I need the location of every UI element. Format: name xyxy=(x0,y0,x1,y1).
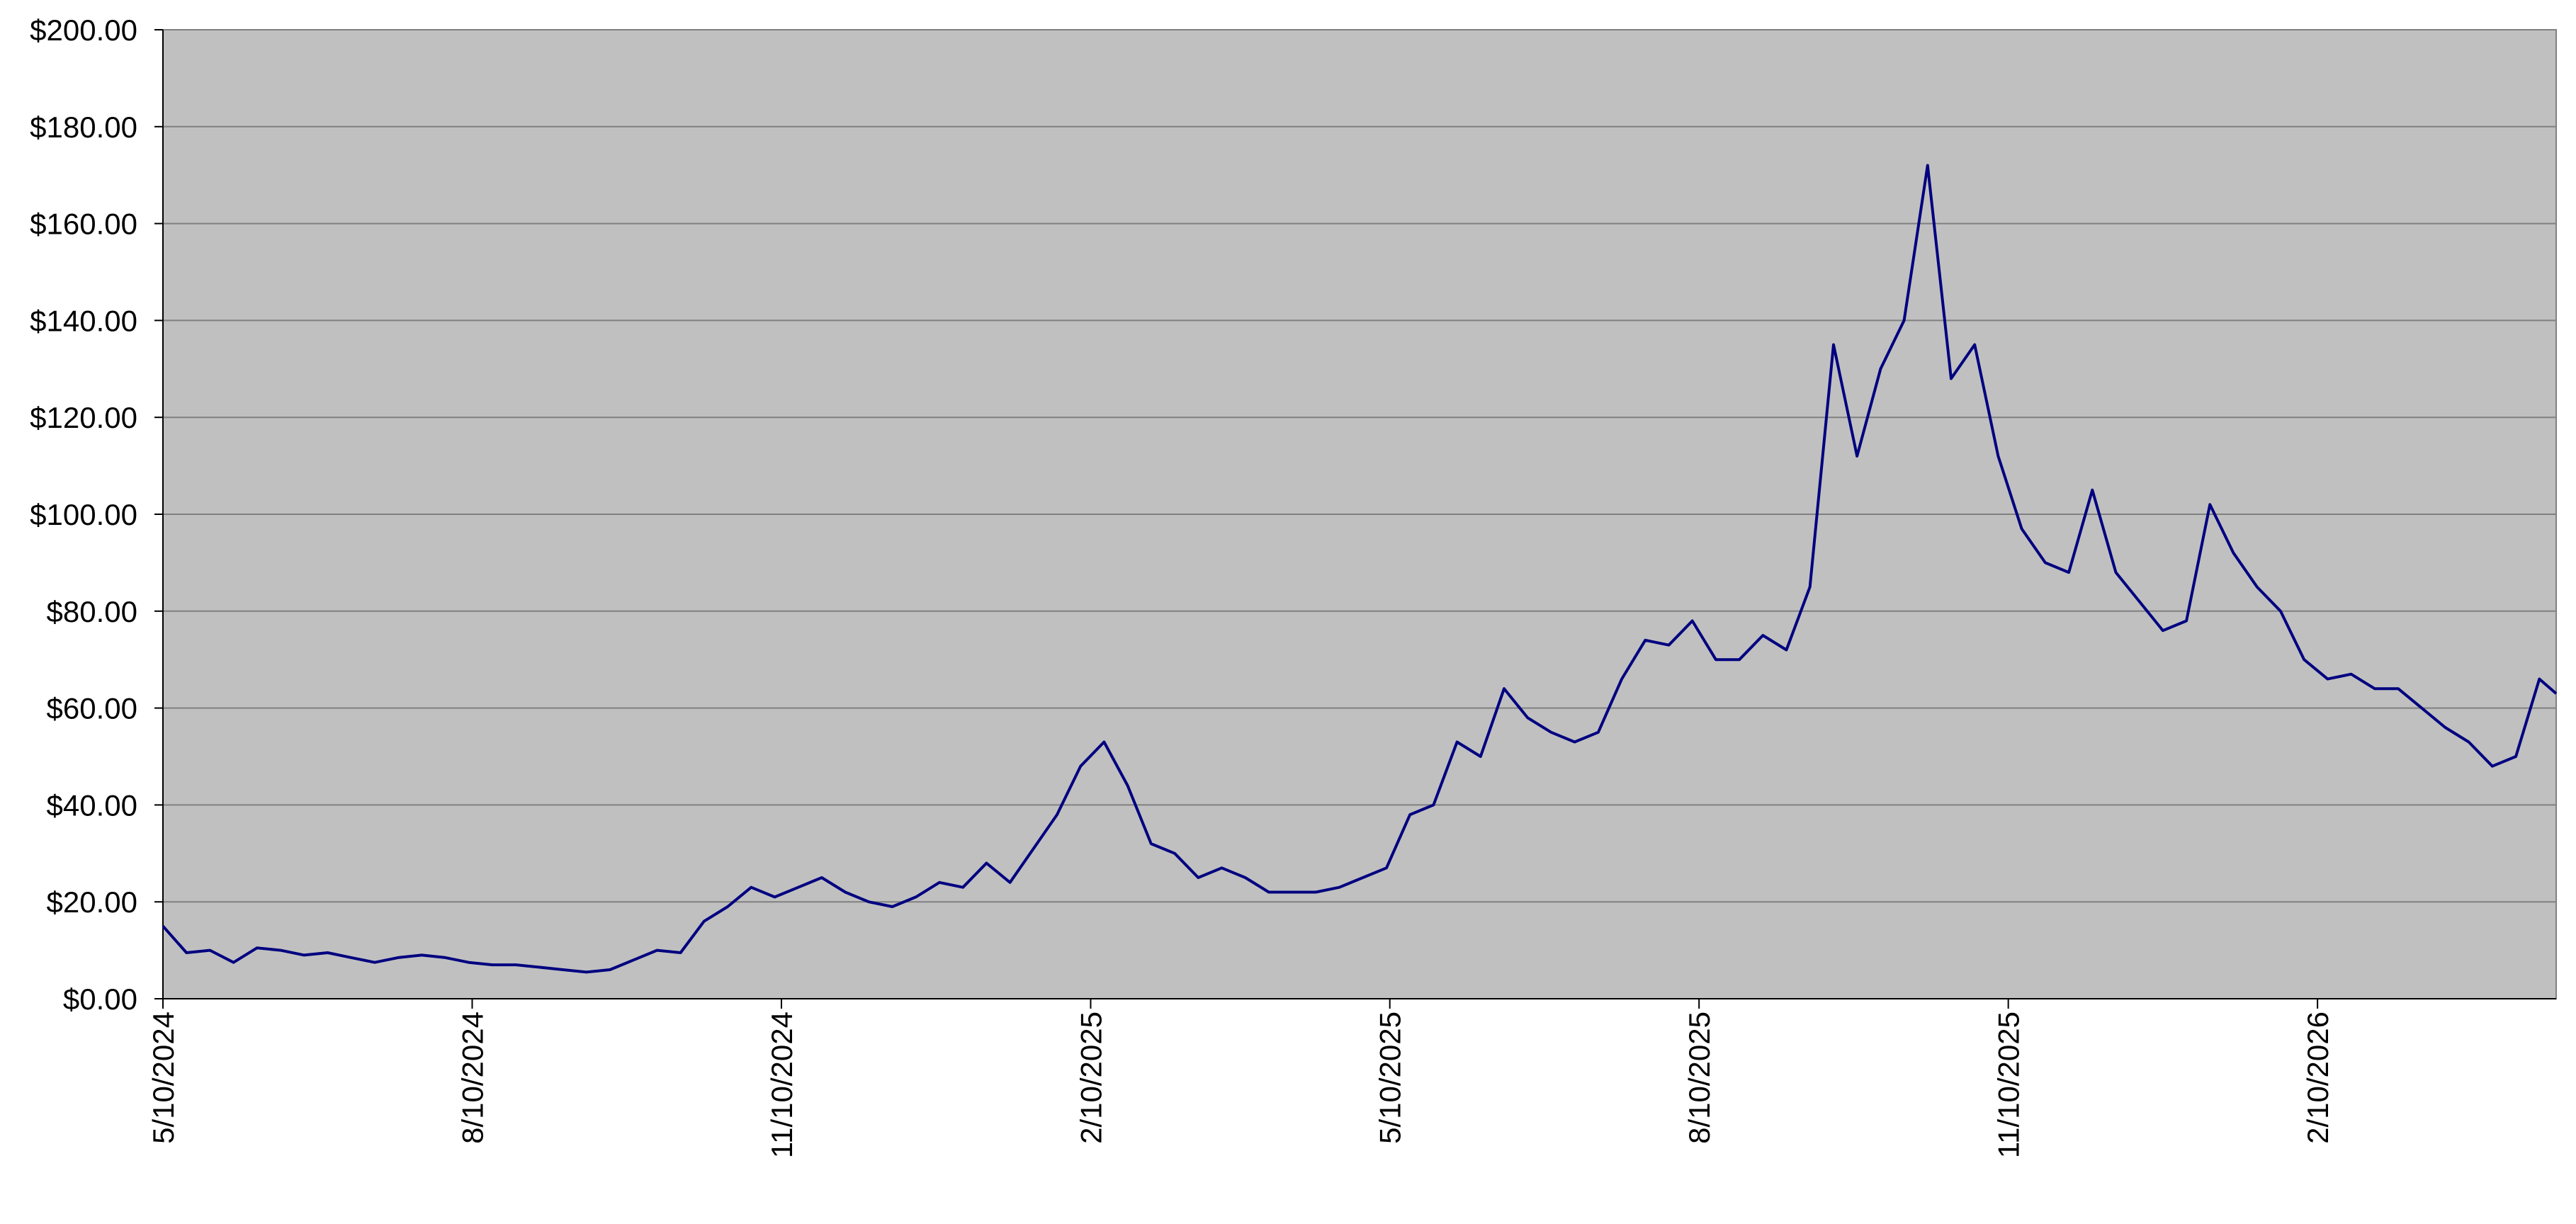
x-tick-label: 2/10/2025 xyxy=(1074,1012,1107,1144)
y-tick-label: $60.00 xyxy=(47,692,137,725)
y-tick-label: $100.00 xyxy=(30,498,137,531)
price-line xyxy=(162,164,2558,974)
x-tick-label: 5/10/2025 xyxy=(1374,1012,1407,1144)
x-tick-label: 8/10/2025 xyxy=(1683,1012,1716,1144)
y-tick-label: $20.00 xyxy=(47,885,137,919)
y-tick-label: $120.00 xyxy=(30,401,137,434)
y-tick-label: $160.00 xyxy=(30,208,137,241)
y-tick-label: $200.00 xyxy=(30,13,137,47)
y-tick-label: $40.00 xyxy=(47,788,137,822)
x-tick-label: 11/10/2025 xyxy=(1992,1012,2026,1158)
y-tick-label: $0.00 xyxy=(63,982,137,1016)
x-tick-label: 2/10/2026 xyxy=(2301,1012,2334,1144)
y-tick-label: $80.00 xyxy=(47,595,137,628)
x-tick-label: 8/10/2024 xyxy=(456,1012,489,1144)
y-tick-label: $180.00 xyxy=(30,110,137,144)
x-tick-label: 5/10/2024 xyxy=(147,1012,180,1144)
y-tick-label: $140.00 xyxy=(30,304,137,337)
x-tick-label: 11/10/2024 xyxy=(765,1012,798,1158)
